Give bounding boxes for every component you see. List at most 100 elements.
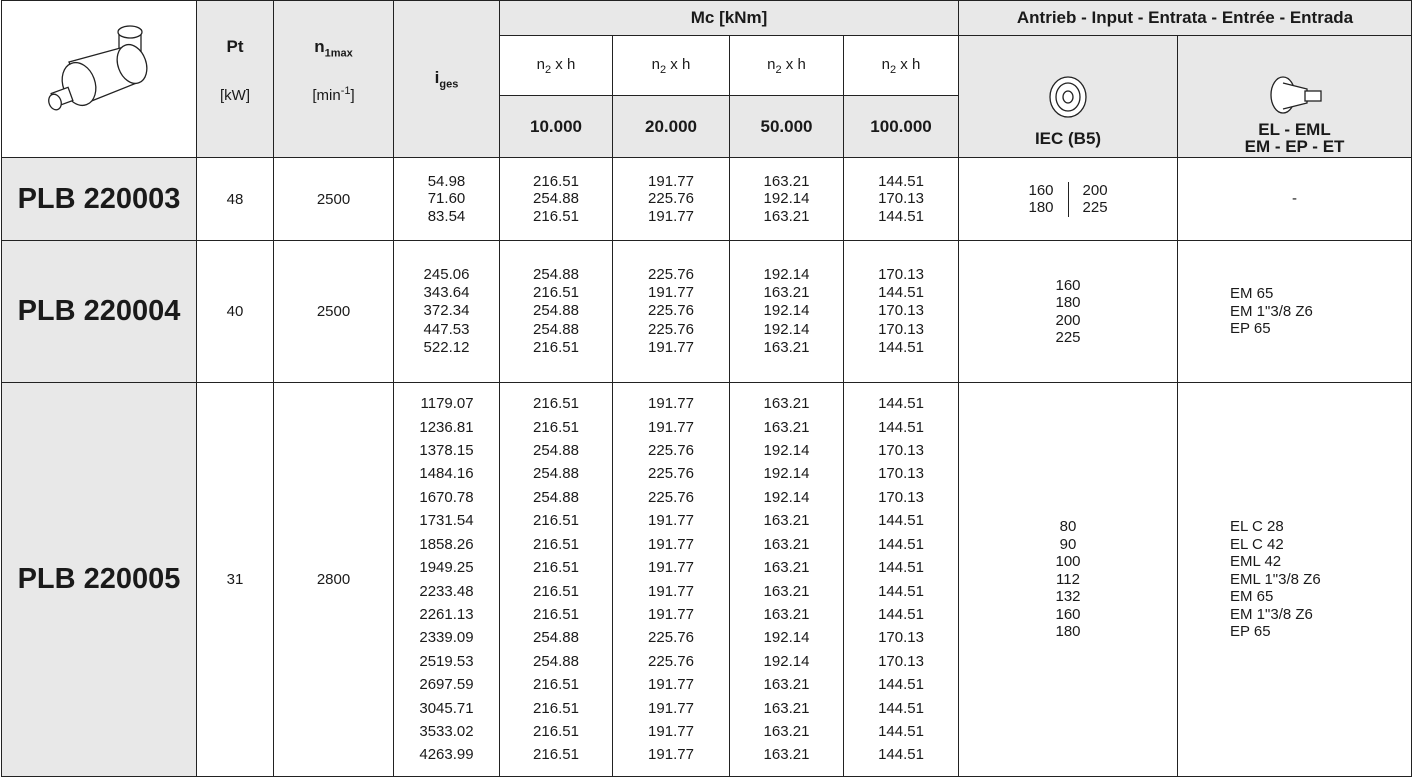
mc-value: 254.88 bbox=[533, 265, 579, 283]
mc-value: 254.88 bbox=[533, 442, 579, 460]
ratio: 1484.16 bbox=[419, 465, 474, 483]
unit-before: [min bbox=[312, 87, 341, 105]
mc-hours: 20.000 bbox=[612, 95, 730, 158]
ratio: 447.53 bbox=[423, 320, 470, 338]
mc-value: 192.14 bbox=[763, 302, 810, 320]
mc-value: 225.76 bbox=[648, 265, 694, 283]
iec-size: 132 bbox=[1055, 588, 1081, 606]
ratio: 1858.26 bbox=[419, 535, 474, 553]
mc-value: 163.21 bbox=[763, 338, 810, 356]
input-option: EL C 28 bbox=[1230, 518, 1284, 536]
iec-cell: 160 200 180 225 bbox=[958, 157, 1179, 241]
mc-list: 163.21 192.14 163.21 bbox=[764, 173, 810, 226]
mc-label-cell: n2 x h bbox=[842, 35, 960, 96]
mc-value: 192.14 bbox=[763, 629, 810, 647]
mc-value: 163.21 bbox=[763, 559, 810, 577]
mc-value: 216.51 bbox=[533, 395, 579, 413]
iec-size: 160 bbox=[1055, 276, 1081, 294]
mc-label-sub: 2 bbox=[890, 63, 897, 76]
iec-size: 112 bbox=[1056, 570, 1080, 588]
pt-label: Pt bbox=[226, 37, 244, 56]
mc-value: 163.21 bbox=[763, 207, 810, 225]
mc-label-after: x h bbox=[551, 55, 576, 73]
mc-value: 254.88 bbox=[533, 190, 579, 208]
mc-value: 163.21 bbox=[763, 746, 810, 764]
pt-unit: [kW] bbox=[220, 87, 250, 104]
mc-value: 191.77 bbox=[648, 512, 694, 530]
mc-value: 254.88 bbox=[533, 465, 579, 483]
input-list: - bbox=[1292, 190, 1297, 208]
iec-size: 180 bbox=[1055, 623, 1081, 641]
mc-value: 144.51 bbox=[878, 582, 924, 600]
mc-cell: 163.21 163.21 192.14 192.14 192.14 163.21 163.… bbox=[729, 382, 844, 777]
iec-icon bbox=[1049, 76, 1087, 118]
input-option: EP 65 bbox=[1230, 623, 1271, 641]
model-cell: PLB 220004 bbox=[1, 240, 197, 383]
mc-value: 144.51 bbox=[878, 746, 924, 764]
data-row: PLB 220005 31 2800 1179.07 1236.81 1378.15 148… bbox=[1, 382, 1413, 777]
mc-value: 216.51 bbox=[533, 207, 579, 225]
iec-label: IEC (B5) bbox=[1034, 129, 1102, 148]
iec-size: 180 bbox=[1014, 199, 1069, 217]
mc-cell: 216.51 216.51 254.88 254.88 254.88 216.51 216.… bbox=[499, 382, 613, 777]
mc-label-main: n bbox=[881, 55, 891, 73]
mc-label-after: x h bbox=[781, 55, 806, 73]
mc-value: 163.21 bbox=[763, 582, 810, 600]
mc-value: 191.77 bbox=[648, 605, 694, 623]
mc-value: 170.13 bbox=[878, 652, 924, 670]
iec-size: 180 bbox=[1055, 294, 1081, 311]
iec-size: 100 bbox=[1055, 553, 1081, 571]
n1max-cell: 2800 bbox=[273, 382, 394, 777]
mc-value: 216.51 bbox=[533, 284, 579, 302]
mc-cell: 191.77 225.76 191.77 bbox=[612, 157, 730, 241]
mc-value: 170.13 bbox=[878, 265, 924, 283]
mc-label-after: x h bbox=[896, 55, 921, 73]
el-icon bbox=[1269, 76, 1322, 114]
mc-value: 163.21 bbox=[763, 722, 810, 740]
mc-value: 216.51 bbox=[533, 535, 579, 553]
mc-hours: 50.000 bbox=[729, 95, 844, 158]
unit-after: ] bbox=[350, 87, 355, 105]
mc-value: 191.77 bbox=[648, 722, 694, 740]
ratio-list: 245.06 343.64 372.34 447.53 522.12 bbox=[424, 266, 470, 357]
table-body: PLB 220003 48 2500 54.98 71.60 83.54 216.51 254… bbox=[1, 157, 1413, 777]
mc-label-sub: 2 bbox=[775, 63, 782, 76]
mc-list: 192.14 163.21 192.14 192.14 163.21 bbox=[764, 266, 810, 357]
mc-value: 163.21 bbox=[763, 395, 810, 413]
input-option: EM 1"3/8 Z6 bbox=[1230, 605, 1313, 623]
ratio: 2519.53 bbox=[419, 652, 474, 670]
mc-label-cell: n2 x h bbox=[612, 35, 730, 96]
mc-cell: 254.88 216.51 254.88 254.88 216.51 bbox=[499, 240, 613, 383]
ratio: 54.98 bbox=[427, 172, 466, 190]
mc-value: 170.13 bbox=[878, 320, 924, 338]
input-header: Antrieb - Input - Entrata - Entrée - Ent… bbox=[958, 0, 1413, 36]
iec-size: 160 bbox=[1055, 605, 1081, 623]
input-cell: - bbox=[1177, 157, 1413, 241]
mc-label-main: n bbox=[536, 55, 546, 73]
iec-size: 160 bbox=[1014, 181, 1069, 199]
mc-value: 225.76 bbox=[648, 652, 694, 670]
mc-list: 170.13 144.51 170.13 170.13 144.51 bbox=[878, 266, 924, 357]
ratio: 343.64 bbox=[423, 284, 470, 302]
mc-label-sub: 2 bbox=[660, 63, 667, 76]
mc-value: 144.51 bbox=[878, 207, 924, 225]
mc-value: 225.76 bbox=[648, 465, 694, 483]
ratio: 3533.02 bbox=[419, 722, 474, 740]
mc-value: 191.77 bbox=[648, 676, 694, 694]
input-option: EL C 42 bbox=[1230, 535, 1284, 553]
gearbox-icon bbox=[48, 25, 148, 111]
mc-value: 216.51 bbox=[533, 338, 579, 356]
mc-value: 144.51 bbox=[878, 722, 924, 740]
mc-value: 191.77 bbox=[648, 746, 694, 764]
n1max-main: n bbox=[314, 37, 325, 56]
mc-list: 144.51 170.13 144.51 bbox=[878, 173, 924, 226]
iec-pair: 160 200 180 225 bbox=[1014, 181, 1121, 217]
mc-cell: 192.14 163.21 192.14 192.14 163.21 bbox=[729, 240, 844, 383]
n1max-cell: 2500 bbox=[273, 240, 394, 383]
mc-value: 254.88 bbox=[533, 488, 579, 506]
mc-value: 225.76 bbox=[648, 488, 694, 506]
ratio: 71.60 bbox=[427, 190, 466, 208]
mc-list: 191.77 191.77 225.76 225.76 225.76 191.77 191.… bbox=[648, 392, 694, 767]
product-image-cell bbox=[1, 0, 197, 158]
